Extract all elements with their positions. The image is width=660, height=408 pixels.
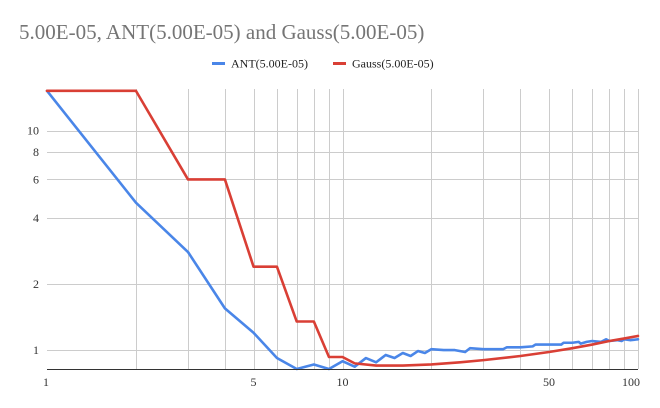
series-line-gauss	[45, 89, 640, 367]
x-tick-label: 5	[251, 375, 257, 389]
series-layer	[45, 89, 640, 371]
x-tick-label: 100	[622, 375, 640, 389]
grid	[47, 89, 639, 369]
y-tick-label: 6	[33, 172, 39, 186]
y-tick-label: 2	[33, 277, 39, 291]
legend: ANT(5.00E-05) Gauss(5.00E-05)	[212, 57, 434, 71]
x-tick-label: 1	[43, 375, 49, 389]
x-tick-label: 10	[337, 375, 349, 389]
legend-item-ant[interactable]: ANT(5.00E-05)	[212, 57, 308, 71]
y-axis-ticks: 1 2 4 6 8 10	[27, 124, 39, 357]
y-tick-label: 8	[33, 145, 39, 159]
legend-item-gauss[interactable]: Gauss(5.00E-05)	[333, 57, 434, 71]
legend-label-gauss: Gauss(5.00E-05)	[352, 57, 434, 71]
x-tick-label: 50	[543, 375, 555, 389]
legend-label-ant: ANT(5.00E-05)	[231, 57, 308, 71]
series-line-ant	[45, 89, 640, 371]
y-tick-label: 10	[27, 124, 39, 138]
y-tick-label: 1	[33, 343, 39, 357]
chart-title: 5.00E-05, ANT(5.00E-05) and Gauss(5.00E-…	[19, 20, 424, 44]
y-tick-label: 4	[33, 211, 39, 225]
x-axis-ticks: 1 5 10 50 100	[43, 375, 640, 389]
